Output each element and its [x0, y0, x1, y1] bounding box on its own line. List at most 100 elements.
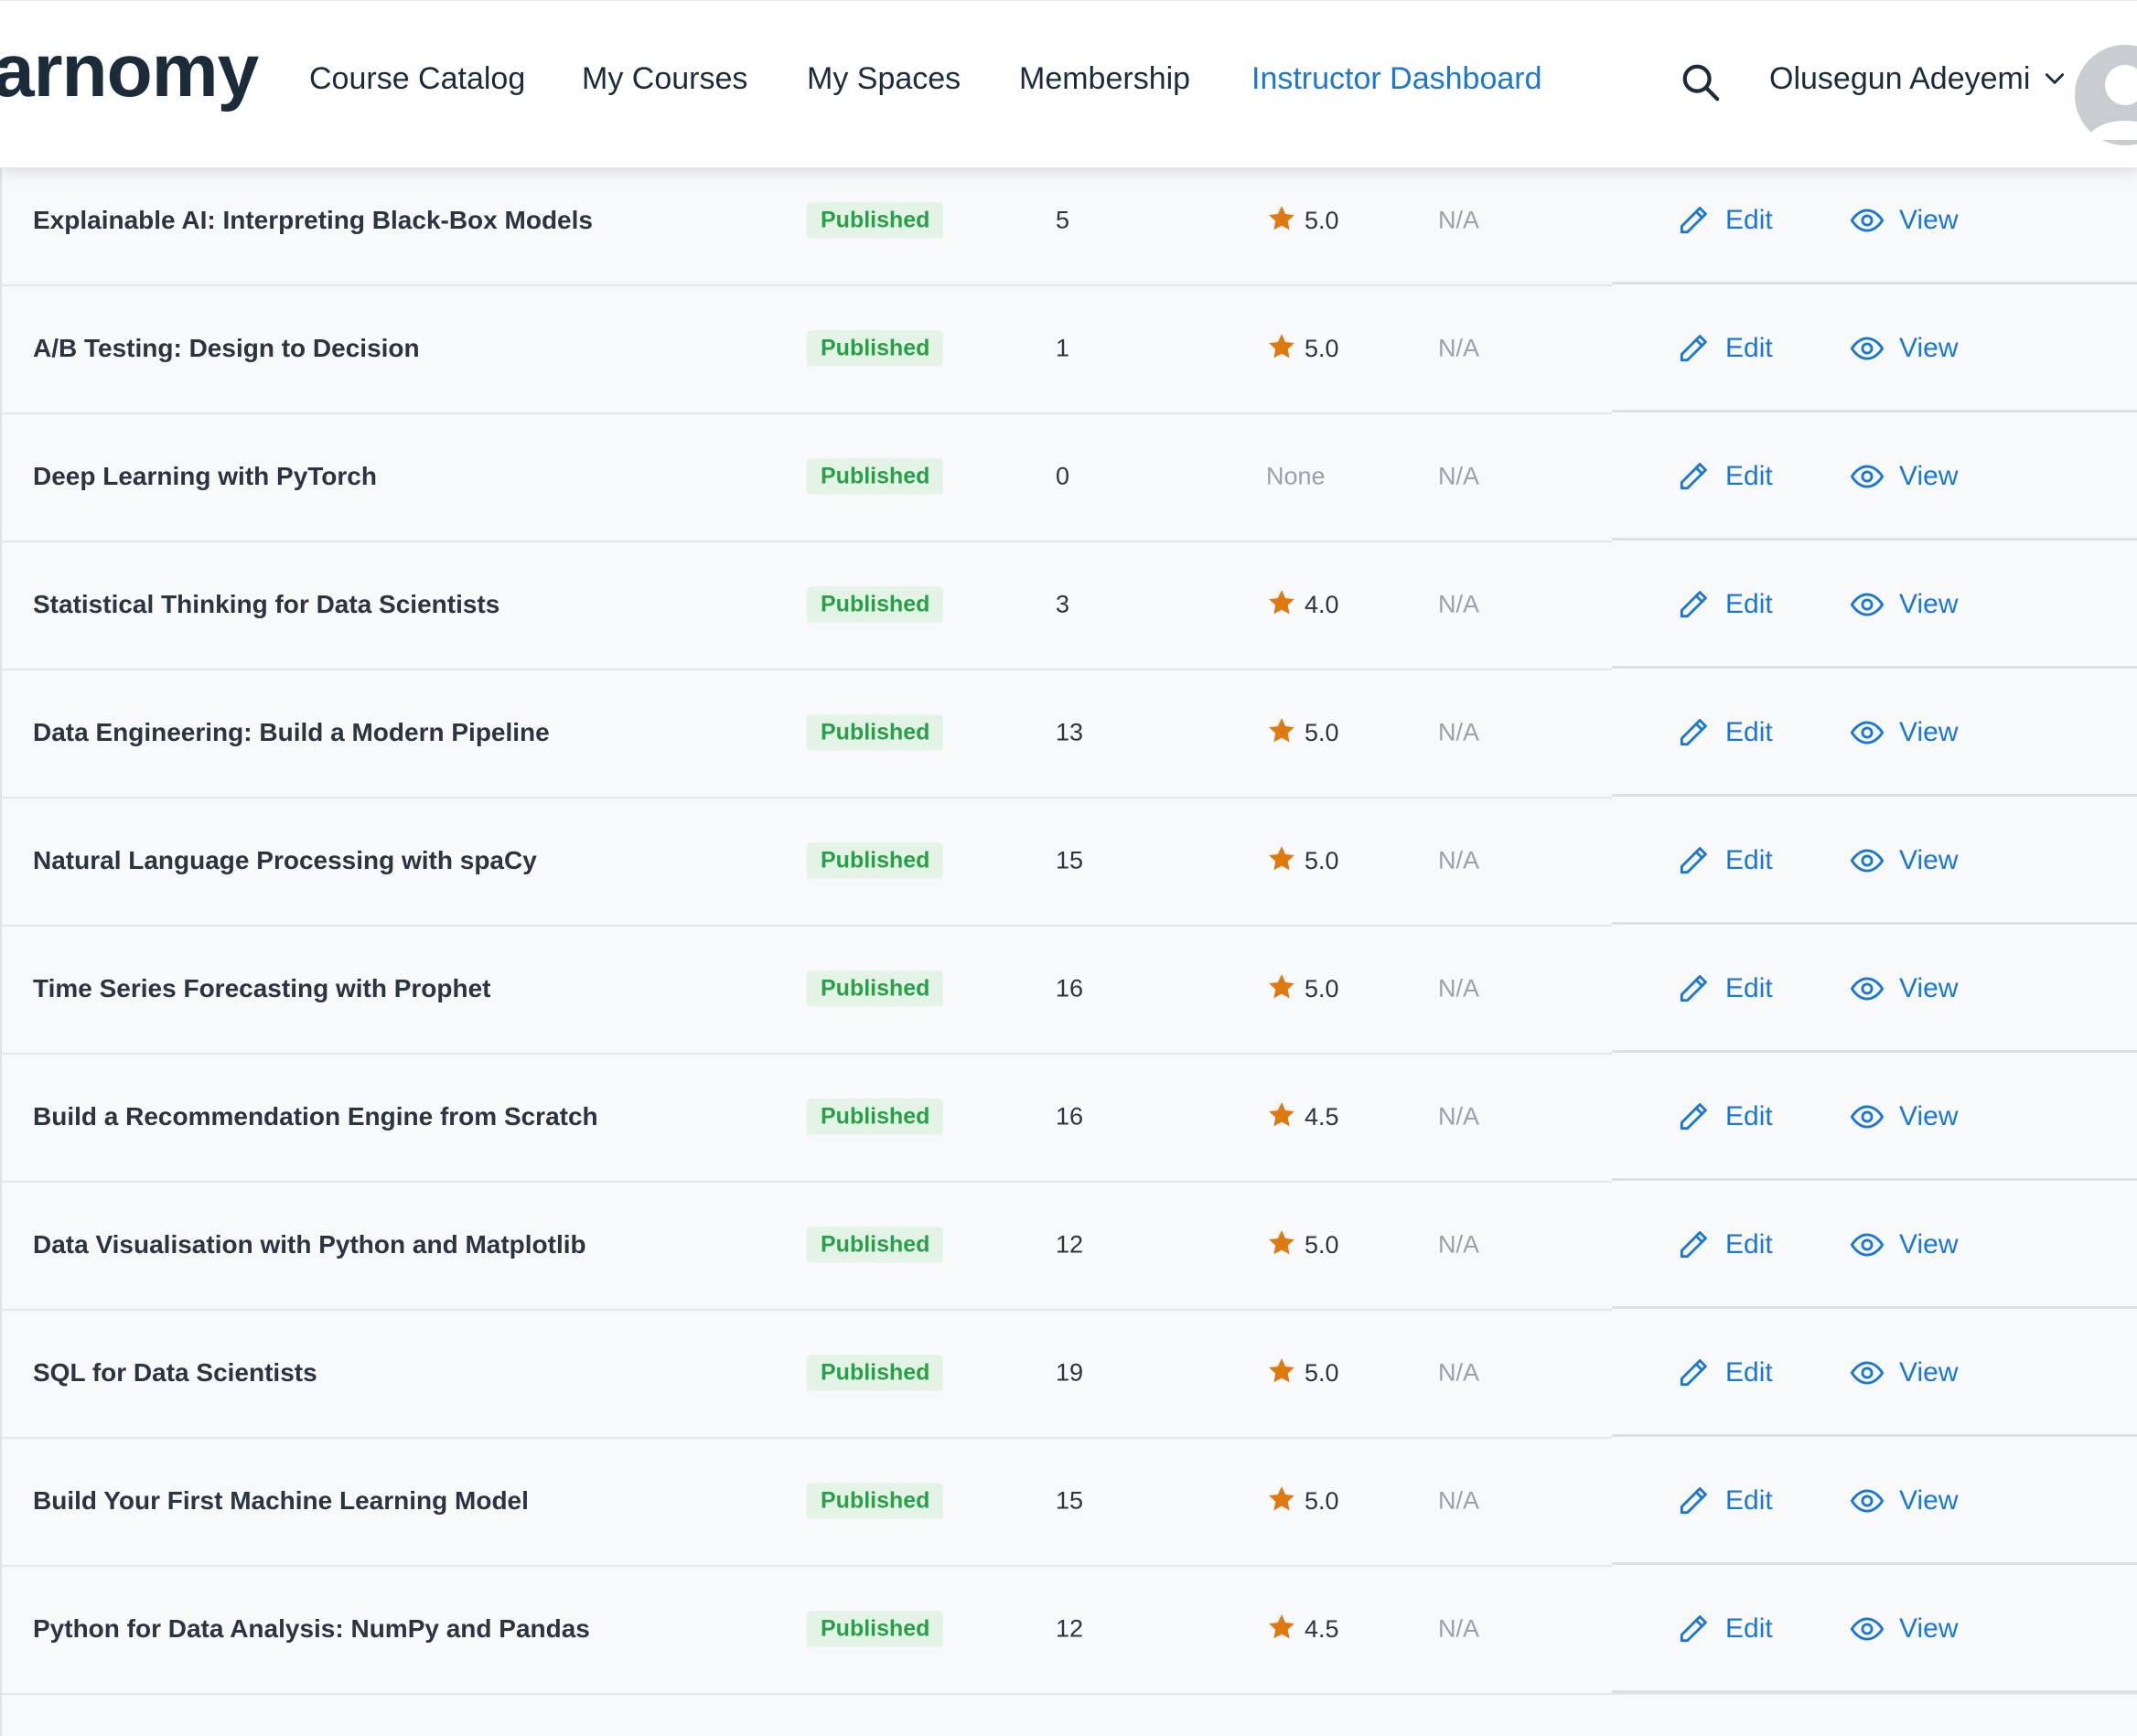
- edit-button[interactable]: Edit: [1676, 971, 1773, 1006]
- revenue-value: N/A: [1438, 1102, 1480, 1131]
- enrollment-count: 0: [1056, 462, 1070, 490]
- star-icon: [1269, 1614, 1294, 1639]
- eye-icon: [1850, 1617, 1885, 1641]
- view-button[interactable]: View: [1850, 1484, 1958, 1518]
- view-button[interactable]: View: [1850, 715, 1958, 750]
- pencil-icon: [1680, 847, 1707, 874]
- course-title[interactable]: Python for Data Analysis: NumPy and Pand…: [33, 1614, 590, 1643]
- revenue-value: N/A: [1438, 334, 1480, 362]
- edit-label: Edit: [1725, 845, 1773, 875]
- course-title[interactable]: Build Your First Machine Learning Model: [33, 1486, 529, 1515]
- status-badge: Published: [807, 1355, 944, 1391]
- enrollment-count: 16: [1056, 974, 1084, 1002]
- edit-button[interactable]: Edit: [1676, 1227, 1773, 1262]
- nav-my-spaces[interactable]: My Spaces: [807, 61, 961, 96]
- course-title[interactable]: Data Engineering: Build a Modern Pipelin…: [33, 718, 550, 746]
- edit-button[interactable]: Edit: [1676, 331, 1773, 366]
- edit-label: Edit: [1725, 717, 1773, 747]
- view-button[interactable]: View: [1850, 203, 1958, 238]
- nav-course-catalog[interactable]: Course Catalog: [309, 61, 526, 96]
- view-button[interactable]: View: [1850, 971, 1958, 1006]
- view-button[interactable]: View: [1850, 1612, 1958, 1646]
- edit-label: Edit: [1725, 1357, 1773, 1388]
- view-button[interactable]: View: [1850, 1099, 1958, 1134]
- star-icon: [1269, 334, 1294, 359]
- table-row: Data Engineering: Build a Modern Pipelin…: [2, 669, 2137, 798]
- edit-button[interactable]: Edit: [1676, 587, 1773, 622]
- course-title[interactable]: Time Series Forecasting with Prophet: [33, 974, 491, 1002]
- revenue-value: N/A: [1438, 974, 1480, 1002]
- status-badge: Published: [807, 1483, 944, 1519]
- view-button[interactable]: View: [1850, 331, 1958, 366]
- course-title[interactable]: A/B Testing: Design to Decision: [33, 334, 420, 362]
- view-button[interactable]: View: [1850, 1356, 1958, 1390]
- status-badge: Published: [807, 1611, 944, 1647]
- edit-button[interactable]: Edit: [1676, 1099, 1773, 1134]
- status-badge: Published: [807, 458, 944, 495]
- pencil-icon: [1680, 1231, 1707, 1259]
- eye-icon: [1850, 977, 1885, 1001]
- rating: 4.5: [1266, 1614, 1339, 1643]
- view-label: View: [1899, 717, 1959, 747]
- nav-membership[interactable]: Membership: [1019, 61, 1191, 96]
- course-title[interactable]: SQL for Data Scientists: [33, 1358, 317, 1387]
- pencil-icon: [1680, 463, 1707, 490]
- pencil-icon: [1680, 1615, 1707, 1643]
- nav-instructor-dashboard[interactable]: Instructor Dashboard: [1251, 61, 1542, 96]
- table-row: SQL for Data Scientists Published 19 5.0 N/A…: [2, 1309, 2137, 1439]
- eye-icon: [1850, 337, 1885, 360]
- star-icon: [1269, 1358, 1294, 1383]
- search-icon[interactable]: [1680, 61, 1722, 103]
- rating-value: 5.0: [1305, 206, 1339, 234]
- view-label: View: [1899, 333, 1959, 363]
- view-label: View: [1899, 973, 1959, 1003]
- course-title[interactable]: Data Visualisation with Python and Matpl…: [33, 1230, 586, 1259]
- course-title[interactable]: Build a Recommendation Engine from Scrat…: [33, 1102, 598, 1131]
- edit-label: Edit: [1725, 973, 1773, 1003]
- view-button[interactable]: View: [1850, 843, 1958, 878]
- edit-button[interactable]: Edit: [1676, 1356, 1773, 1390]
- nav-my-courses[interactable]: My Courses: [582, 61, 748, 96]
- rating: None: [1266, 462, 1326, 490]
- rating-value: 5.0: [1305, 718, 1339, 746]
- view-button[interactable]: View: [1850, 459, 1958, 494]
- user-avatar-icon[interactable]: [2075, 45, 2137, 145]
- user-menu[interactable]: Olusegun Adeyemi: [1769, 63, 2067, 94]
- table-row: Explainable AI: Interpreting Black-Box M…: [2, 156, 2137, 286]
- rating-value: 5.0: [1305, 974, 1339, 1002]
- status-badge: Published: [807, 586, 944, 623]
- rating-value: 5.0: [1305, 846, 1339, 874]
- view-label: View: [1899, 1229, 1959, 1259]
- pencil-icon: [1680, 1103, 1707, 1131]
- revenue-value: N/A: [1438, 1486, 1480, 1515]
- course-title[interactable]: Natural Language Processing with spaCy: [33, 846, 537, 874]
- edit-label: Edit: [1725, 589, 1773, 619]
- view-button[interactable]: View: [1850, 1227, 1958, 1262]
- edit-button[interactable]: Edit: [1676, 715, 1773, 750]
- star-icon: [1269, 206, 1294, 230]
- edit-label: Edit: [1725, 461, 1773, 491]
- enrollment-count: 12: [1056, 1614, 1084, 1643]
- view-button[interactable]: View: [1850, 587, 1958, 622]
- status-badge: Published: [807, 970, 944, 1007]
- table-row: Natural Language Processing with spaCy Pu…: [2, 797, 2137, 927]
- view-label: View: [1899, 205, 1959, 235]
- rating-value: None: [1266, 462, 1326, 490]
- rating-value: 4.0: [1305, 590, 1339, 618]
- edit-button[interactable]: Edit: [1676, 203, 1773, 238]
- enrollment-count: 3: [1056, 590, 1070, 618]
- edit-button[interactable]: Edit: [1676, 1484, 1773, 1518]
- course-title[interactable]: Statistical Thinking for Data Scientists: [33, 590, 500, 618]
- course-title[interactable]: Deep Learning with PyTorch: [33, 462, 377, 490]
- enrollment-count: 15: [1056, 846, 1084, 874]
- course-title[interactable]: Explainable AI: Interpreting Black-Box M…: [33, 206, 593, 234]
- pencil-icon: [1680, 1359, 1707, 1387]
- edit-button[interactable]: Edit: [1676, 843, 1773, 878]
- edit-button[interactable]: Edit: [1676, 1612, 1773, 1646]
- star-icon: [1269, 846, 1294, 871]
- edit-label: Edit: [1725, 1101, 1773, 1131]
- edit-button[interactable]: Edit: [1676, 459, 1773, 494]
- eye-icon: [1850, 1361, 1885, 1385]
- revenue-value: N/A: [1438, 718, 1480, 746]
- brand-logo[interactable]: arnomy: [0, 29, 259, 113]
